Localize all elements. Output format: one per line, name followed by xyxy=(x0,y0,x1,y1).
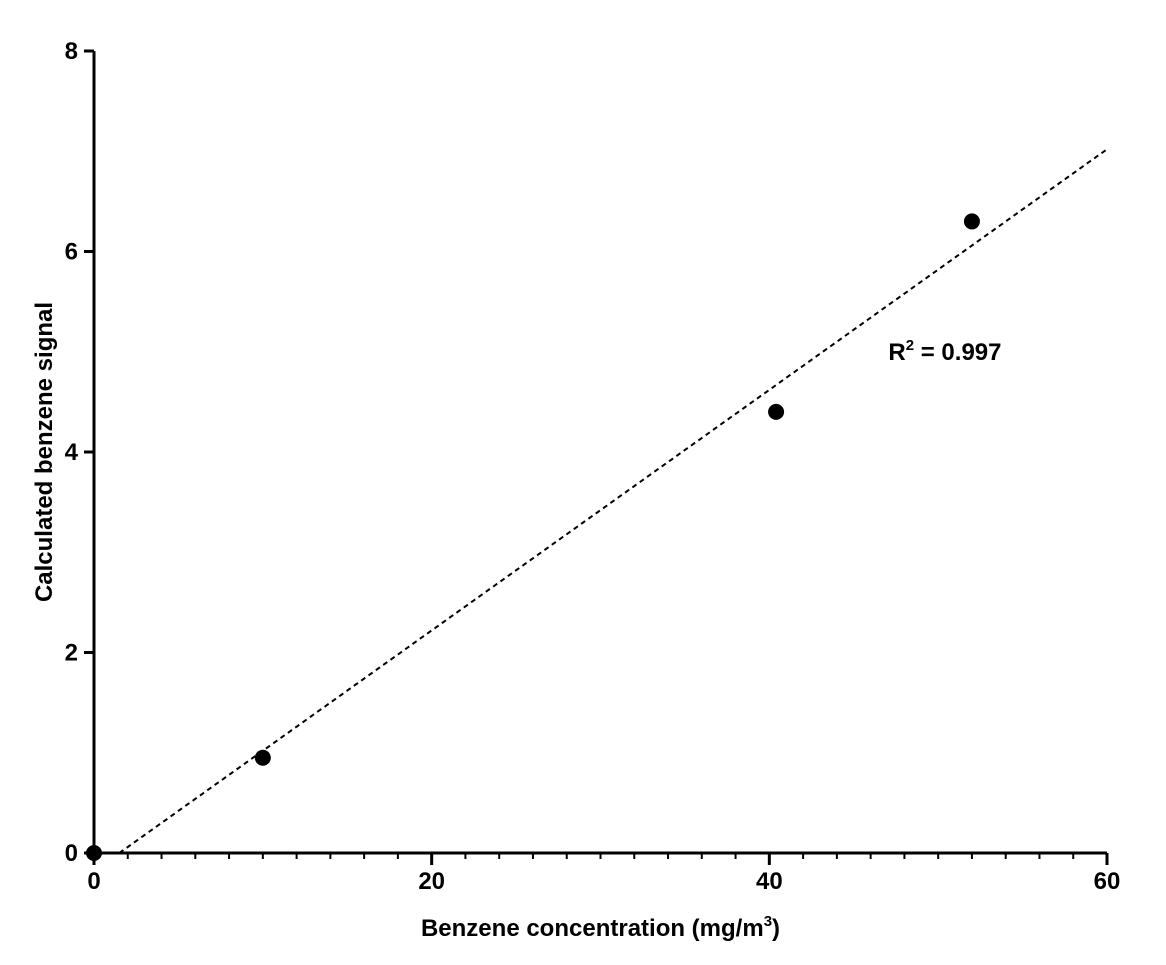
x-axis-title-superscript: 3 xyxy=(764,913,772,930)
data-point xyxy=(254,749,271,766)
x-tick-label: 0 xyxy=(87,868,100,895)
x-axis-title: Benzene concentration (mg/m3) xyxy=(421,913,780,942)
y-tick-label: 0 xyxy=(65,840,78,867)
y-tick-label: 6 xyxy=(65,239,78,266)
r-squared-value: = 0.997 xyxy=(914,339,1001,366)
r-squared-prefix: R xyxy=(888,339,905,366)
fit-line xyxy=(118,148,1108,854)
y-axis-title: Calculated benzene signal xyxy=(31,302,58,602)
data-point xyxy=(768,403,785,420)
y-ticks: 0 2 4 6 8 xyxy=(65,38,94,867)
r-squared-annotation: R2 = 0.997 xyxy=(888,337,1001,366)
data-point xyxy=(86,845,102,861)
axes: 0 20 40 60 0 2 4 6 8 xyxy=(65,38,1121,895)
x-axis-title-main: Benzene concentration (mg/m xyxy=(421,915,764,942)
x-ticks: 0 20 40 60 xyxy=(87,853,1120,895)
y-tick-label: 4 xyxy=(65,439,79,466)
r-squared-superscript: 2 xyxy=(906,337,914,354)
x-tick-label: 40 xyxy=(756,868,783,895)
x-axis-title-tail: ) xyxy=(772,915,780,942)
x-tick-label: 60 xyxy=(1094,868,1121,895)
data-points xyxy=(86,213,980,861)
y-tick-label: 8 xyxy=(65,38,78,65)
x-tick-label: 20 xyxy=(418,868,445,895)
y-tick-label: 2 xyxy=(65,640,78,667)
data-point xyxy=(963,213,980,230)
